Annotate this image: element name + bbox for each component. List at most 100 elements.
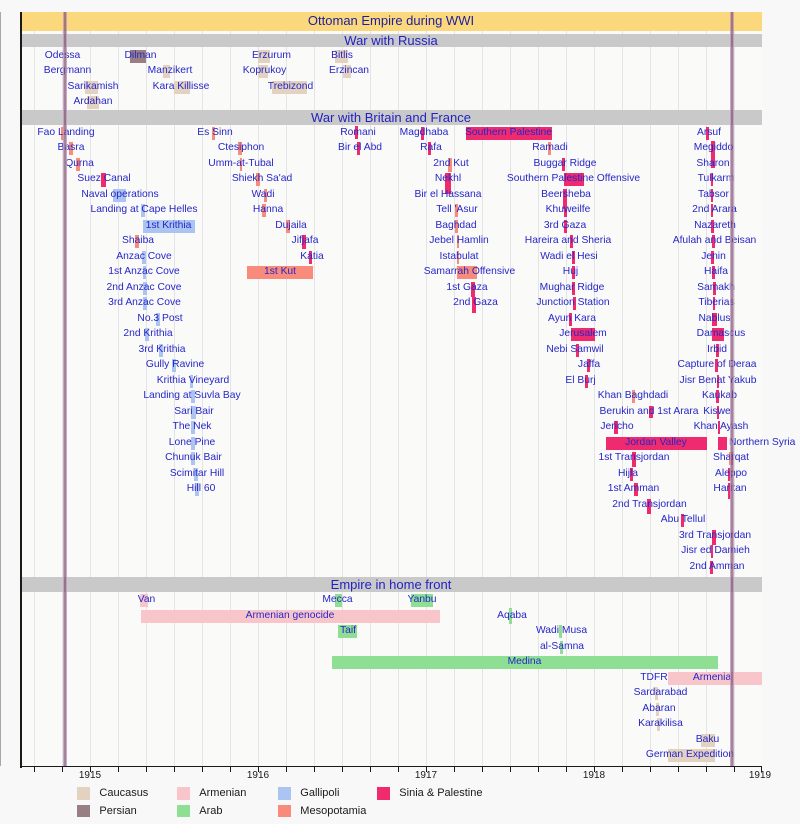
event-label: Shaiba xyxy=(121,235,155,246)
gridline xyxy=(733,30,735,766)
axis-tick xyxy=(454,767,455,772)
axis-tick xyxy=(510,767,511,772)
chart-title: Ottoman Empire during WWI xyxy=(307,13,475,28)
event-tick xyxy=(710,560,713,574)
event-label: 1st Gaza xyxy=(446,281,488,293)
event-tick xyxy=(191,390,195,403)
gridline xyxy=(285,30,287,766)
event-tick xyxy=(286,219,290,233)
event-label: Khan Baghdadi xyxy=(597,390,669,401)
event-bar xyxy=(84,80,98,94)
gridline xyxy=(537,30,539,766)
event-tick xyxy=(710,204,714,217)
legend-label: Arab xyxy=(199,804,223,817)
event-label: Umm-at-Tubal xyxy=(208,157,274,169)
legend-label: Armenian xyxy=(199,787,247,800)
event-label: German Expedition xyxy=(645,749,735,760)
event-label: Mughar Ridge xyxy=(539,281,605,293)
event-label: 2nd Krithia xyxy=(123,328,173,339)
event-label: Wadi xyxy=(251,188,275,200)
event-tick xyxy=(508,607,513,624)
event-label: Aqaba xyxy=(497,609,527,621)
gridline xyxy=(677,30,679,766)
event-label: 3rd Transjordan xyxy=(678,529,752,541)
caucasus-swatch xyxy=(77,787,90,800)
event-label: TDFR xyxy=(640,671,668,683)
event-tick xyxy=(711,545,713,558)
event-label: Ardahan xyxy=(73,96,113,107)
event-label: Gully Ravine xyxy=(145,359,205,370)
event-bar xyxy=(142,219,195,233)
event-label: Junction Station xyxy=(536,297,610,308)
event-tick xyxy=(711,219,714,233)
event-label: Megiddo xyxy=(693,142,734,153)
event-tick xyxy=(195,483,199,496)
section-title: War with Russia xyxy=(344,32,438,48)
event-label: Anzac Cove xyxy=(116,250,172,262)
event-label: Armenia xyxy=(692,671,732,683)
event-label: Tell 'Asur xyxy=(436,204,478,215)
axis-tick xyxy=(566,767,567,772)
event-label: Odessa xyxy=(0,48,213,64)
event-tick xyxy=(649,405,653,418)
event-label: Khuweilfe xyxy=(545,204,591,215)
event-tick xyxy=(142,266,147,279)
event-tick xyxy=(712,266,715,279)
plot-right-edge xyxy=(0,12,2,766)
event-tick xyxy=(68,142,73,155)
event-bar xyxy=(717,436,727,450)
event-label: Katia xyxy=(300,250,324,262)
x-axis-line xyxy=(20,765,762,768)
event-label: 3rd Gaza xyxy=(543,219,587,231)
event-bar xyxy=(246,266,313,279)
event-tick xyxy=(191,421,195,434)
event-tick xyxy=(563,188,567,209)
event-label: Beersheba xyxy=(541,188,591,200)
event-label: Chunuk Bair xyxy=(165,452,222,463)
event-label: 2nd Kut xyxy=(433,157,469,169)
event-tick xyxy=(712,281,716,295)
event-tick xyxy=(568,312,572,326)
axis-year-label: 1919 xyxy=(748,770,772,781)
gridline xyxy=(621,30,623,766)
event-label: Landing at Suvla Bay xyxy=(143,390,241,401)
event-tick xyxy=(715,359,718,372)
legend-label: Caucasus xyxy=(99,787,149,800)
event-tick xyxy=(445,173,451,194)
event-label: Romani xyxy=(340,126,376,138)
event-tick xyxy=(145,328,149,341)
event-tick xyxy=(571,250,575,264)
event-label: Buggar Ridge xyxy=(533,157,597,169)
event-label: 1st Transjordan xyxy=(598,452,670,463)
event-label: Southern Palestine xyxy=(464,126,552,138)
section-band xyxy=(21,576,762,592)
event-label: Karakilisa xyxy=(638,718,683,729)
event-tick xyxy=(559,640,563,654)
event-label: Lone Pine xyxy=(168,436,216,448)
event-label: Manzikert xyxy=(147,65,193,76)
event-tick xyxy=(239,157,243,171)
event-tick xyxy=(194,467,198,481)
event-tick xyxy=(712,297,716,310)
event-tick xyxy=(559,625,562,638)
event-tick xyxy=(584,374,588,388)
event-tick xyxy=(705,126,710,140)
event-label: Capture of Deraa xyxy=(677,359,757,370)
arab-swatch xyxy=(177,804,190,818)
event-label: Kiswe xyxy=(703,405,731,417)
gridline xyxy=(369,30,371,766)
event-tick xyxy=(727,467,732,481)
event-tick xyxy=(211,126,216,140)
event-label: Sardarabad xyxy=(633,687,688,698)
event-label: Koprukoy xyxy=(242,65,287,76)
event-label: Jenin xyxy=(701,250,726,262)
event-tick xyxy=(354,125,358,139)
event-label: El Burj xyxy=(565,374,596,386)
event-label: Arsuf xyxy=(696,126,722,138)
event-tick xyxy=(656,718,660,731)
event-label: Magdhaba xyxy=(399,126,449,138)
event-tick xyxy=(576,343,579,357)
gridline xyxy=(89,30,91,766)
gridline xyxy=(229,30,231,766)
